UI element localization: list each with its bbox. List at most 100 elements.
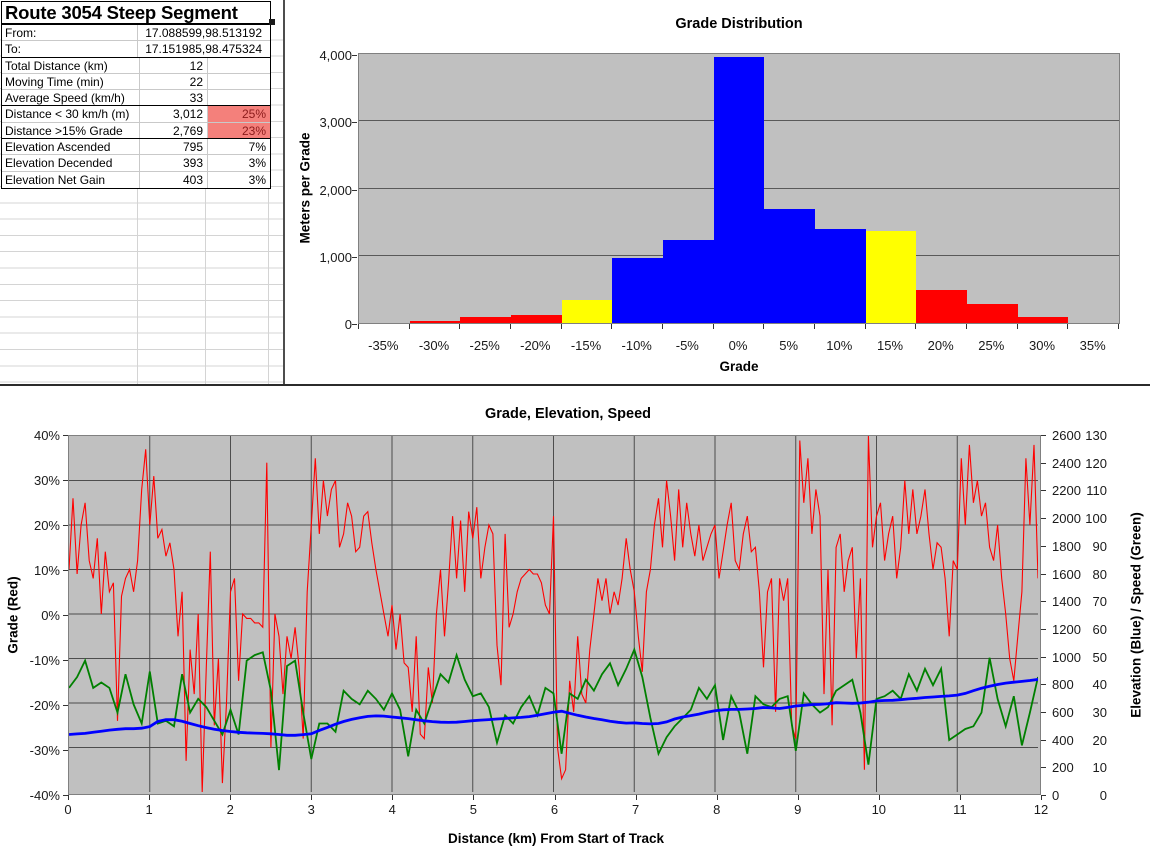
bar-x-tick: [510, 324, 511, 329]
row-value-cell[interactable]: 795: [140, 139, 208, 155]
line-x-tick-label: 8: [713, 802, 721, 817]
line-elevation-tick-label: 200: [1052, 760, 1074, 776]
bar-15%[interactable]: [865, 230, 917, 323]
line-elevation-tick-label: 2600: [1052, 428, 1081, 443]
bar-25%[interactable]: [967, 304, 1018, 323]
row-value-cell[interactable]: 393: [140, 155, 208, 171]
bar-slot: [1068, 54, 1119, 323]
route-summary-table: Route 3054 Steep Segment From: 17.088599,…: [1, 1, 271, 189]
row-percent-cell[interactable]: [208, 74, 270, 89]
row-percent-cell[interactable]: 25%: [208, 106, 270, 122]
line-elevation-tick-label: 2400: [1052, 455, 1081, 471]
line-chart-right-axis-title[interactable]: Elevation (Blue) / Speed (Green): [1128, 512, 1144, 718]
bar--15%[interactable]: [561, 300, 613, 323]
line-left-tick-label: -20%: [29, 698, 60, 713]
line-right-tick: [1041, 711, 1046, 713]
bar-0%[interactable]: [713, 57, 765, 323]
bar-x-tick: [611, 324, 613, 329]
row-value-cell[interactable]: 3,012: [140, 106, 208, 122]
bar-x-tick: [358, 324, 359, 329]
line-elevation-tick-label: 2200: [1052, 483, 1081, 499]
bar-slot: [409, 54, 461, 323]
row-label-cell[interactable]: Average Speed (km/h): [2, 90, 140, 106]
table-rows: From: 17.088599,98.513192 To: 17.151985,98.…: [2, 25, 270, 188]
bar--5%[interactable]: [663, 240, 714, 323]
selection-handle[interactable]: [269, 19, 275, 25]
bar-slot: [865, 54, 917, 323]
line-chart-title[interactable]: Grade, Elevation, Speed: [485, 406, 651, 422]
bar--25%[interactable]: [460, 316, 511, 323]
row-value-cell[interactable]: 403: [140, 171, 208, 188]
line-left-tick: [63, 660, 68, 661]
row-value-cell[interactable]: 12: [140, 57, 208, 73]
bar-slot: [764, 54, 815, 323]
row-percent-cell[interactable]: 3%: [248, 156, 266, 171]
row-label-cell[interactable]: To:: [2, 41, 138, 57]
row-percent-cell[interactable]: [208, 90, 270, 105]
bar-x-tick-label: 10%: [826, 338, 853, 353]
line-x-tick: [797, 795, 799, 800]
bar-y-tick-label: 3,000: [319, 115, 352, 131]
table-row: Elevation Ascended 795 7%: [2, 139, 270, 156]
row-percent-cell[interactable]: [266, 25, 270, 40]
line-x-tick-label: 10: [871, 802, 887, 817]
line-left-tick: [63, 525, 68, 526]
bar-20%[interactable]: [916, 290, 967, 323]
bar-chart-title[interactable]: Grade Distribution: [675, 16, 803, 32]
grade-red-line[interactable]: [69, 436, 1038, 792]
line-speed-tick-label: 20: [1092, 732, 1107, 748]
bar-x-tick: [712, 324, 714, 329]
bar-x-tick-label: 0%: [728, 338, 748, 353]
bar-5%[interactable]: [764, 209, 815, 323]
row-label-cell[interactable]: Moving Time (min): [2, 73, 140, 90]
line-left-tick-label: 10%: [33, 563, 60, 578]
line-chart-plot-area[interactable]: [68, 435, 1041, 795]
row-percent-cell[interactable]: 3%: [248, 172, 266, 187]
bar-x-tick-label: -20%: [520, 338, 551, 353]
bar-x-tick-label: -15%: [570, 338, 602, 353]
row-value-cell[interactable]: 17.088599,98.513192: [145, 26, 262, 40]
row-label-cell[interactable]: Elevation Decended: [2, 155, 140, 171]
line-x-tick-label: 5: [469, 802, 478, 817]
row-label-cell[interactable]: Elevation Ascended: [2, 139, 140, 155]
row-value-cell[interactable]: 33: [140, 90, 208, 106]
row-percent-cell[interactable]: 7%: [248, 140, 266, 155]
row-value-cell[interactable]: 2,769: [140, 122, 208, 139]
bar--30%[interactable]: [409, 321, 461, 323]
table-row: Total Distance (km) 12: [2, 57, 270, 74]
line-speed-tick-label: 10: [1092, 760, 1107, 776]
row-value-cell[interactable]: 22: [140, 73, 208, 90]
bar-slot: [1017, 54, 1069, 323]
row-label-cell[interactable]: Distance >15% Grade: [2, 122, 140, 139]
bar-chart-x-axis-title[interactable]: Grade: [719, 359, 759, 374]
line-x-tick: [959, 795, 961, 800]
row-value-cell[interactable]: 17.151985,98.475324: [145, 42, 262, 57]
bar-10%[interactable]: [815, 228, 866, 323]
row-label-cell[interactable]: Elevation Net Gain: [2, 171, 140, 188]
row-percent-cell[interactable]: [208, 58, 270, 73]
line-x-tick: [554, 795, 556, 800]
line-left-tick-label: -30%: [29, 743, 60, 758]
line-speed-tick-label: 40: [1092, 677, 1107, 693]
bar-30%[interactable]: [1017, 316, 1069, 323]
bar--10%[interactable]: [612, 258, 663, 323]
line-x-tick-label: 11: [953, 802, 967, 817]
bar--20%[interactable]: [511, 314, 562, 323]
speed-green-line[interactable]: [69, 646, 1038, 771]
line-x-tick-label: 9: [794, 802, 802, 817]
line-right-tick: [1041, 490, 1046, 492]
row-percent-cell[interactable]: 23%: [208, 122, 270, 139]
row-label-cell[interactable]: Total Distance (km): [2, 57, 140, 73]
bar-chart-plot-area[interactable]: [358, 53, 1120, 324]
row-percent-cell[interactable]: [266, 41, 270, 56]
table-title-cell[interactable]: Route 3054 Steep Segment: [2, 2, 270, 25]
line-elevation-tick-label: 1600: [1052, 566, 1081, 582]
row-label-cell[interactable]: From:: [2, 25, 138, 41]
bar-slot: [663, 54, 714, 323]
line-right-tick: [1041, 739, 1046, 741]
line-chart-x-axis-title[interactable]: Distance (km) From Start of Track: [447, 831, 665, 846]
elevation-blue-line[interactable]: [69, 678, 1038, 737]
line-right-tick: [1041, 573, 1046, 575]
row-label-cell[interactable]: Distance < 30 km/h (m): [2, 106, 140, 122]
